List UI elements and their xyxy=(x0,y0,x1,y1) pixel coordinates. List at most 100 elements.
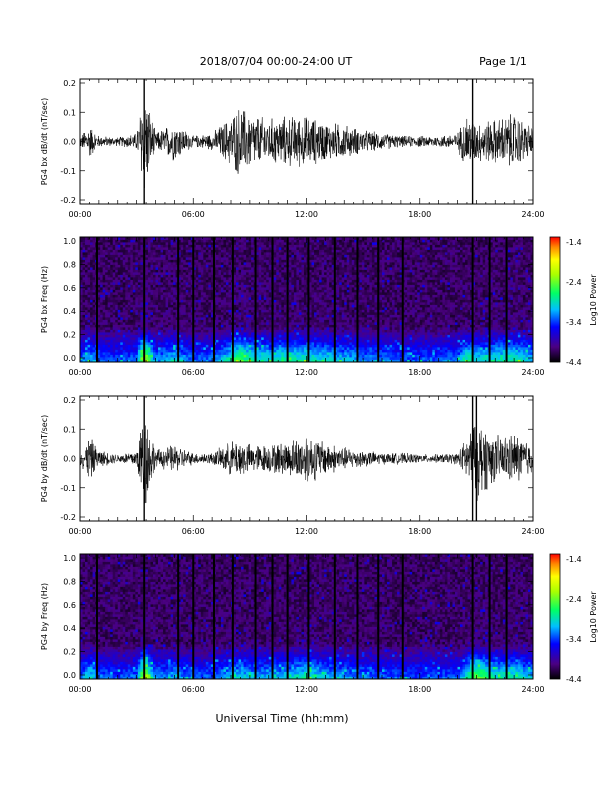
spectrogram-cell xyxy=(283,347,287,350)
spectrogram-cell xyxy=(246,347,250,350)
spectrogram-cell xyxy=(102,352,106,355)
spectrogram-cell xyxy=(170,264,174,268)
spectrogram-cell xyxy=(210,327,214,330)
spectrogram-cell xyxy=(198,304,202,308)
spectrogram-cell xyxy=(147,272,151,275)
spectrogram-cell xyxy=(283,284,287,288)
spectrogram-cell xyxy=(261,254,265,258)
spectrogram-cell xyxy=(251,272,255,275)
spectrogram-cell xyxy=(80,259,83,263)
spectrogram-cell xyxy=(117,259,121,263)
spectrogram-cell xyxy=(90,312,93,315)
spectrogram-cell xyxy=(208,262,212,265)
spectrogram-cell xyxy=(112,352,116,355)
spectrogram-cell xyxy=(251,242,255,245)
spectrogram-cell xyxy=(228,282,232,285)
spectrogram-cell xyxy=(190,239,194,243)
spectrogram-cell xyxy=(110,299,114,303)
spectrogram-cell xyxy=(127,259,131,263)
spectrogram-cell xyxy=(170,242,174,245)
spectrogram-cell xyxy=(120,334,124,338)
spectrogram-cell xyxy=(268,332,272,335)
spectrogram-cell xyxy=(140,309,144,313)
spectrogram-cell xyxy=(175,299,179,303)
spectrogram-cell xyxy=(140,332,144,335)
spectrogram-cell xyxy=(210,257,214,260)
spectrogram-cell xyxy=(97,352,101,355)
spectrogram-cell xyxy=(188,274,192,278)
spectrogram-cell xyxy=(203,307,207,310)
spectrogram-cell xyxy=(145,354,149,358)
spectrogram-cell xyxy=(117,332,121,335)
spectrogram-cell xyxy=(107,252,111,255)
spectrogram-cell xyxy=(291,274,295,278)
spectrogram-cell xyxy=(266,264,270,268)
spectrogram-cell xyxy=(120,244,124,248)
spectrogram-cell xyxy=(160,289,164,293)
spectrogram-cell xyxy=(102,254,106,258)
spectrogram-cell xyxy=(112,257,116,260)
spectrogram-cell xyxy=(208,339,212,343)
spectrogram-cell xyxy=(263,264,267,268)
spectrogram-cell xyxy=(278,254,282,258)
spectrogram-cell xyxy=(208,249,212,253)
spectrogram-cell xyxy=(263,289,267,293)
spectrogram-cell xyxy=(155,317,159,320)
spectrogram-cell xyxy=(225,304,229,308)
spectrogram-cell xyxy=(185,252,189,255)
spectrogram-cell xyxy=(140,297,144,300)
spectrogram-cell xyxy=(92,292,96,295)
spectrogram-cell xyxy=(117,309,121,313)
spectrogram-cell xyxy=(238,289,242,293)
spectrogram-cell xyxy=(155,314,159,318)
spectrogram-cell xyxy=(147,339,151,343)
spectrogram-cell xyxy=(168,239,171,243)
spectrogram-cell xyxy=(145,312,149,315)
spectrogram-cell xyxy=(278,339,282,343)
spectrogram-cell xyxy=(215,304,219,308)
spectrogram-cell xyxy=(319,302,322,305)
spectrogram-cell xyxy=(251,294,255,298)
spectrogram-cell xyxy=(122,279,126,283)
spectrogram-cell xyxy=(165,249,169,253)
spectrogram-cell xyxy=(152,284,156,288)
spectrogram-cell xyxy=(175,334,179,338)
spectrogram-cell xyxy=(190,279,194,283)
spectrogram-cell xyxy=(228,317,232,320)
spectrogram-cell xyxy=(281,309,285,313)
spectrogram-cell xyxy=(225,317,229,320)
spectrogram-cell xyxy=(102,337,106,340)
spectrogram-cell xyxy=(261,309,265,313)
spectrogram-cell xyxy=(132,324,136,328)
spectrogram-cell xyxy=(220,344,224,348)
spectrogram-cell xyxy=(90,322,93,325)
spectrogram-cell xyxy=(238,354,242,358)
spectrogram-cell xyxy=(130,299,134,303)
spectrogram-cell xyxy=(115,252,119,255)
spectrogram-cell xyxy=(105,294,109,298)
spectrogram-cell xyxy=(236,254,239,258)
spectrogram-cell xyxy=(205,349,209,353)
spectrogram-cell xyxy=(140,274,144,278)
spectrogram-cell xyxy=(324,344,328,348)
spectrogram-cell xyxy=(120,264,124,268)
spectrogram-cell xyxy=(80,237,83,240)
spectrogram-cell xyxy=(241,339,244,343)
spectrogram-cell xyxy=(193,359,197,363)
spectrogram-cell xyxy=(163,247,166,250)
spectrogram-cell xyxy=(112,264,116,268)
spectrogram-cell xyxy=(311,289,315,293)
spectrogram-cell xyxy=(215,309,219,313)
spectrogram-cell xyxy=(150,249,154,253)
spectrogram-cell xyxy=(311,244,315,248)
spectrogram-cell xyxy=(263,354,267,358)
spectrogram-cell xyxy=(90,347,93,350)
spectrogram-cell xyxy=(256,292,260,295)
spectrogram-cell xyxy=(170,319,174,323)
spectrogram-cell xyxy=(122,319,126,323)
spectrogram-cell xyxy=(117,354,121,358)
spectrogram-cell xyxy=(303,307,307,310)
spectrogram-cell xyxy=(236,239,239,243)
spectrogram-cell xyxy=(155,252,159,255)
spectrogram-cell xyxy=(175,354,179,358)
